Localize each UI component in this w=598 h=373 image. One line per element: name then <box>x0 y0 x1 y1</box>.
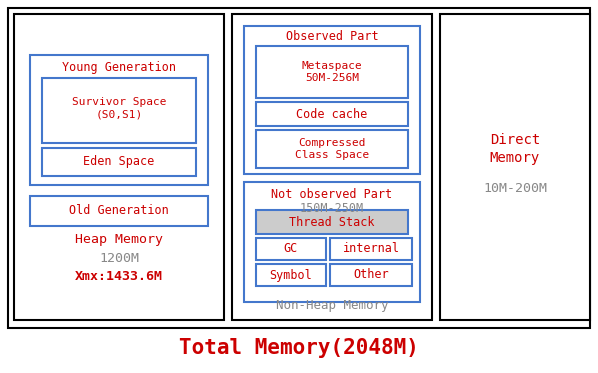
Text: Xmx:1433.6M: Xmx:1433.6M <box>75 270 163 282</box>
Text: Total Memory(2048M): Total Memory(2048M) <box>179 338 419 358</box>
Text: Metaspace
50M-256M: Metaspace 50M-256M <box>301 61 362 83</box>
Text: Other: Other <box>353 269 389 282</box>
Text: Eden Space: Eden Space <box>83 156 155 169</box>
Text: Compressed
Class Space: Compressed Class Space <box>295 138 369 160</box>
FancyBboxPatch shape <box>256 102 408 126</box>
Text: 150M-250M: 150M-250M <box>300 201 364 214</box>
FancyBboxPatch shape <box>256 210 408 234</box>
FancyBboxPatch shape <box>440 14 590 320</box>
Text: internal: internal <box>343 242 399 256</box>
Text: Non-Heap Memory: Non-Heap Memory <box>276 300 388 313</box>
Text: Old Generation: Old Generation <box>69 204 169 217</box>
FancyBboxPatch shape <box>30 196 208 226</box>
Text: Thread Stack: Thread Stack <box>289 216 375 229</box>
FancyBboxPatch shape <box>256 238 326 260</box>
Text: Observed Part: Observed Part <box>286 29 379 43</box>
Text: Young Generation: Young Generation <box>62 62 176 75</box>
FancyBboxPatch shape <box>30 55 208 185</box>
FancyBboxPatch shape <box>14 14 224 320</box>
FancyBboxPatch shape <box>256 46 408 98</box>
Text: Heap Memory: Heap Memory <box>75 233 163 247</box>
Text: Not observed Part: Not observed Part <box>271 188 392 201</box>
FancyBboxPatch shape <box>8 8 590 328</box>
FancyBboxPatch shape <box>330 264 412 286</box>
FancyBboxPatch shape <box>244 26 420 174</box>
Text: GC: GC <box>284 242 298 256</box>
Text: Survivor Space
(S0,S1): Survivor Space (S0,S1) <box>72 97 166 120</box>
FancyBboxPatch shape <box>244 182 420 302</box>
FancyBboxPatch shape <box>256 264 326 286</box>
Text: 10M-200M: 10M-200M <box>483 182 547 195</box>
FancyBboxPatch shape <box>232 14 432 320</box>
Text: Symbol: Symbol <box>270 269 312 282</box>
Text: 1200M: 1200M <box>99 251 139 264</box>
FancyBboxPatch shape <box>42 78 196 143</box>
FancyBboxPatch shape <box>330 238 412 260</box>
FancyBboxPatch shape <box>42 148 196 176</box>
FancyBboxPatch shape <box>256 130 408 168</box>
Text: Code cache: Code cache <box>297 107 368 120</box>
Text: Direct
Memory: Direct Memory <box>490 134 540 164</box>
